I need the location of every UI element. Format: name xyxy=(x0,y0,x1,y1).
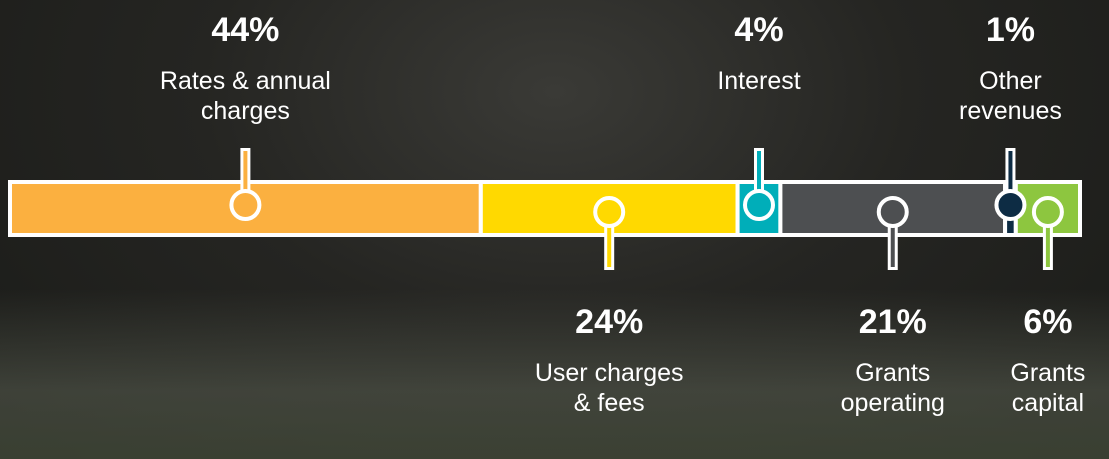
value-label: 21% xyxy=(803,302,983,342)
segment-label: 21% Grants operating xyxy=(803,302,983,418)
category-label: Grants capital xyxy=(988,358,1108,418)
value-label: 4% xyxy=(679,10,839,50)
category-label: Grants operating xyxy=(803,358,983,418)
pin-head xyxy=(595,198,623,226)
pin-head xyxy=(879,198,907,226)
segment-label: 1% Other revenues xyxy=(940,10,1080,126)
category-label: Interest xyxy=(679,66,839,96)
category-label: User charges & fees xyxy=(534,358,684,418)
pin-head xyxy=(996,191,1024,219)
value-label: 1% xyxy=(940,10,1080,50)
chart: 44% Rates & annual charges 24% User charges… xyxy=(0,0,1109,459)
segment-label: 24% User charges & fees xyxy=(534,302,684,418)
value-label: 44% xyxy=(125,10,365,50)
pin-head xyxy=(745,191,773,219)
segment-label: 4% Interest xyxy=(679,10,839,96)
value-label: 24% xyxy=(534,302,684,342)
pin-head xyxy=(231,191,259,219)
pin-head xyxy=(1034,198,1062,226)
segment-label: 6% Grants capital xyxy=(988,302,1108,418)
category-label: Rates & annual charges xyxy=(125,66,365,126)
category-label: Other revenues xyxy=(940,66,1080,126)
value-label: 6% xyxy=(988,302,1108,342)
segment-label: 44% Rates & annual charges xyxy=(125,10,365,126)
